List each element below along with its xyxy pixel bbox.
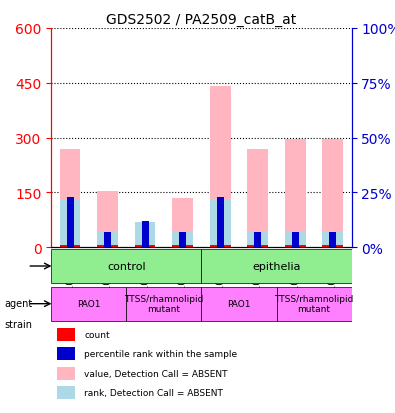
Bar bbox=[254, 232, 261, 247]
FancyBboxPatch shape bbox=[201, 287, 276, 321]
Bar bbox=[322, 231, 343, 247]
Bar bbox=[247, 246, 268, 247]
Bar bbox=[60, 200, 81, 247]
Bar bbox=[60, 149, 81, 247]
Bar bbox=[329, 232, 336, 247]
Bar bbox=[57, 367, 75, 380]
Bar bbox=[97, 246, 118, 247]
FancyBboxPatch shape bbox=[276, 287, 352, 321]
Bar bbox=[292, 232, 299, 247]
Bar bbox=[60, 246, 81, 247]
Text: TTSS/rhamnolipid
mutant: TTSS/rhamnolipid mutant bbox=[124, 294, 203, 313]
Bar bbox=[172, 198, 193, 247]
Text: value, Detection Call = ABSENT: value, Detection Call = ABSENT bbox=[85, 369, 228, 378]
Text: control: control bbox=[107, 261, 146, 271]
Bar bbox=[179, 232, 186, 247]
Bar bbox=[210, 246, 231, 247]
Bar bbox=[135, 237, 156, 247]
Bar bbox=[285, 140, 306, 247]
Bar bbox=[97, 191, 118, 247]
Bar bbox=[67, 197, 73, 247]
Bar bbox=[57, 386, 75, 399]
FancyBboxPatch shape bbox=[126, 287, 201, 321]
Bar bbox=[172, 246, 193, 247]
Bar bbox=[57, 347, 75, 361]
Text: PAO1: PAO1 bbox=[77, 299, 101, 309]
Text: TTSS/rhamnolipid
mutant: TTSS/rhamnolipid mutant bbox=[275, 294, 354, 313]
Bar bbox=[247, 149, 268, 247]
Bar bbox=[97, 231, 118, 247]
FancyBboxPatch shape bbox=[201, 249, 352, 283]
Bar bbox=[285, 246, 306, 247]
Bar bbox=[172, 231, 193, 247]
Bar bbox=[322, 140, 343, 247]
Bar bbox=[135, 222, 156, 247]
Bar bbox=[247, 231, 268, 247]
FancyBboxPatch shape bbox=[51, 249, 201, 283]
Text: strain: strain bbox=[4, 319, 32, 329]
Text: epithelia: epithelia bbox=[252, 261, 301, 271]
Text: rank, Detection Call = ABSENT: rank, Detection Call = ABSENT bbox=[85, 388, 223, 397]
Bar bbox=[210, 87, 231, 247]
Bar bbox=[217, 197, 224, 247]
Text: agent: agent bbox=[4, 299, 32, 309]
Bar bbox=[285, 231, 306, 247]
Title: GDS2502 / PA2509_catB_at: GDS2502 / PA2509_catB_at bbox=[106, 12, 297, 26]
Bar bbox=[135, 246, 156, 247]
Bar bbox=[57, 328, 75, 342]
Bar bbox=[104, 232, 111, 247]
Bar bbox=[142, 221, 149, 247]
Text: PAO1: PAO1 bbox=[227, 299, 251, 309]
FancyBboxPatch shape bbox=[51, 287, 126, 321]
Text: percentile rank within the sample: percentile rank within the sample bbox=[85, 349, 237, 358]
Text: count: count bbox=[85, 330, 110, 339]
Bar bbox=[210, 200, 231, 247]
Bar bbox=[322, 246, 343, 247]
